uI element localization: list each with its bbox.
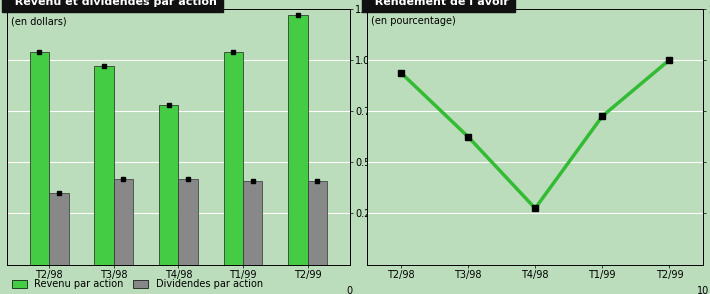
Bar [159,105,178,265]
Bar [114,179,133,265]
Bar [243,181,263,265]
Bar [49,193,68,265]
Bar [30,52,49,265]
Bar [94,66,114,265]
Text: (en dollars): (en dollars) [11,16,66,26]
Text: Rendement de l’avoir: Rendement de l’avoir [368,0,509,7]
Bar [224,52,243,265]
Bar [307,181,327,265]
Text: Revenu et dividendes par action: Revenu et dividendes par action [7,0,217,7]
Legend: Revenu par action, Dividendes par action: Revenu par action, Dividendes par action [12,279,263,289]
Text: 0: 0 [346,286,353,294]
Bar [178,179,198,265]
Text: (en pourcentage): (en pourcentage) [371,16,456,26]
Bar [288,15,307,265]
Text: 10: 10 [697,286,709,294]
